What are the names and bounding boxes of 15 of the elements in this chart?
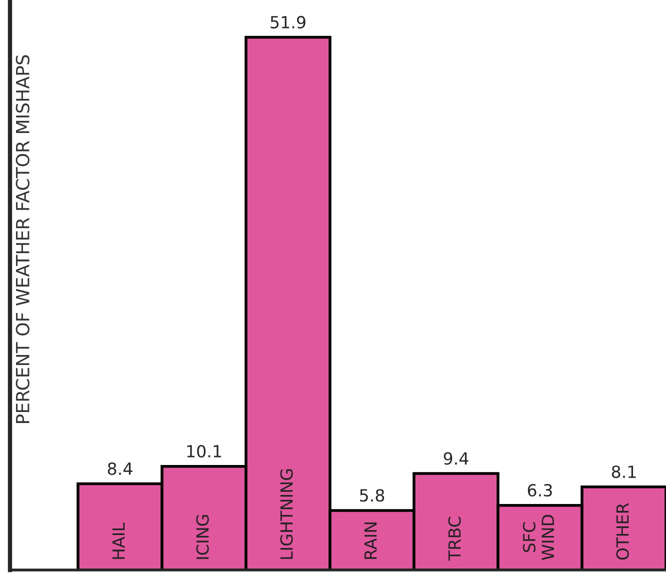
x-tick-label: LIGHTNING — [280, 469, 293, 559]
data-label: 8.1 — [612, 465, 636, 478]
data-label: 6.3 — [528, 484, 552, 497]
data-label: 9.4 — [444, 452, 468, 465]
x-tick-label: ICING — [196, 515, 209, 559]
x-tick-label: RAIN — [364, 522, 377, 559]
x-tick-label: SFC WIND — [522, 514, 554, 560]
x-tick-label: OTHER — [616, 503, 629, 560]
data-label: 5.8 — [360, 489, 384, 502]
x-tick-label: TRBC — [448, 516, 461, 561]
y-axis-title: PERCENT OF WEATHER FACTOR MISHAPS — [16, 55, 30, 423]
data-label: 10.1 — [187, 444, 222, 458]
data-label: 8.4 — [108, 462, 132, 475]
data-label: 51.9 — [270, 16, 306, 29]
x-tick-label: HAIL — [112, 522, 125, 559]
